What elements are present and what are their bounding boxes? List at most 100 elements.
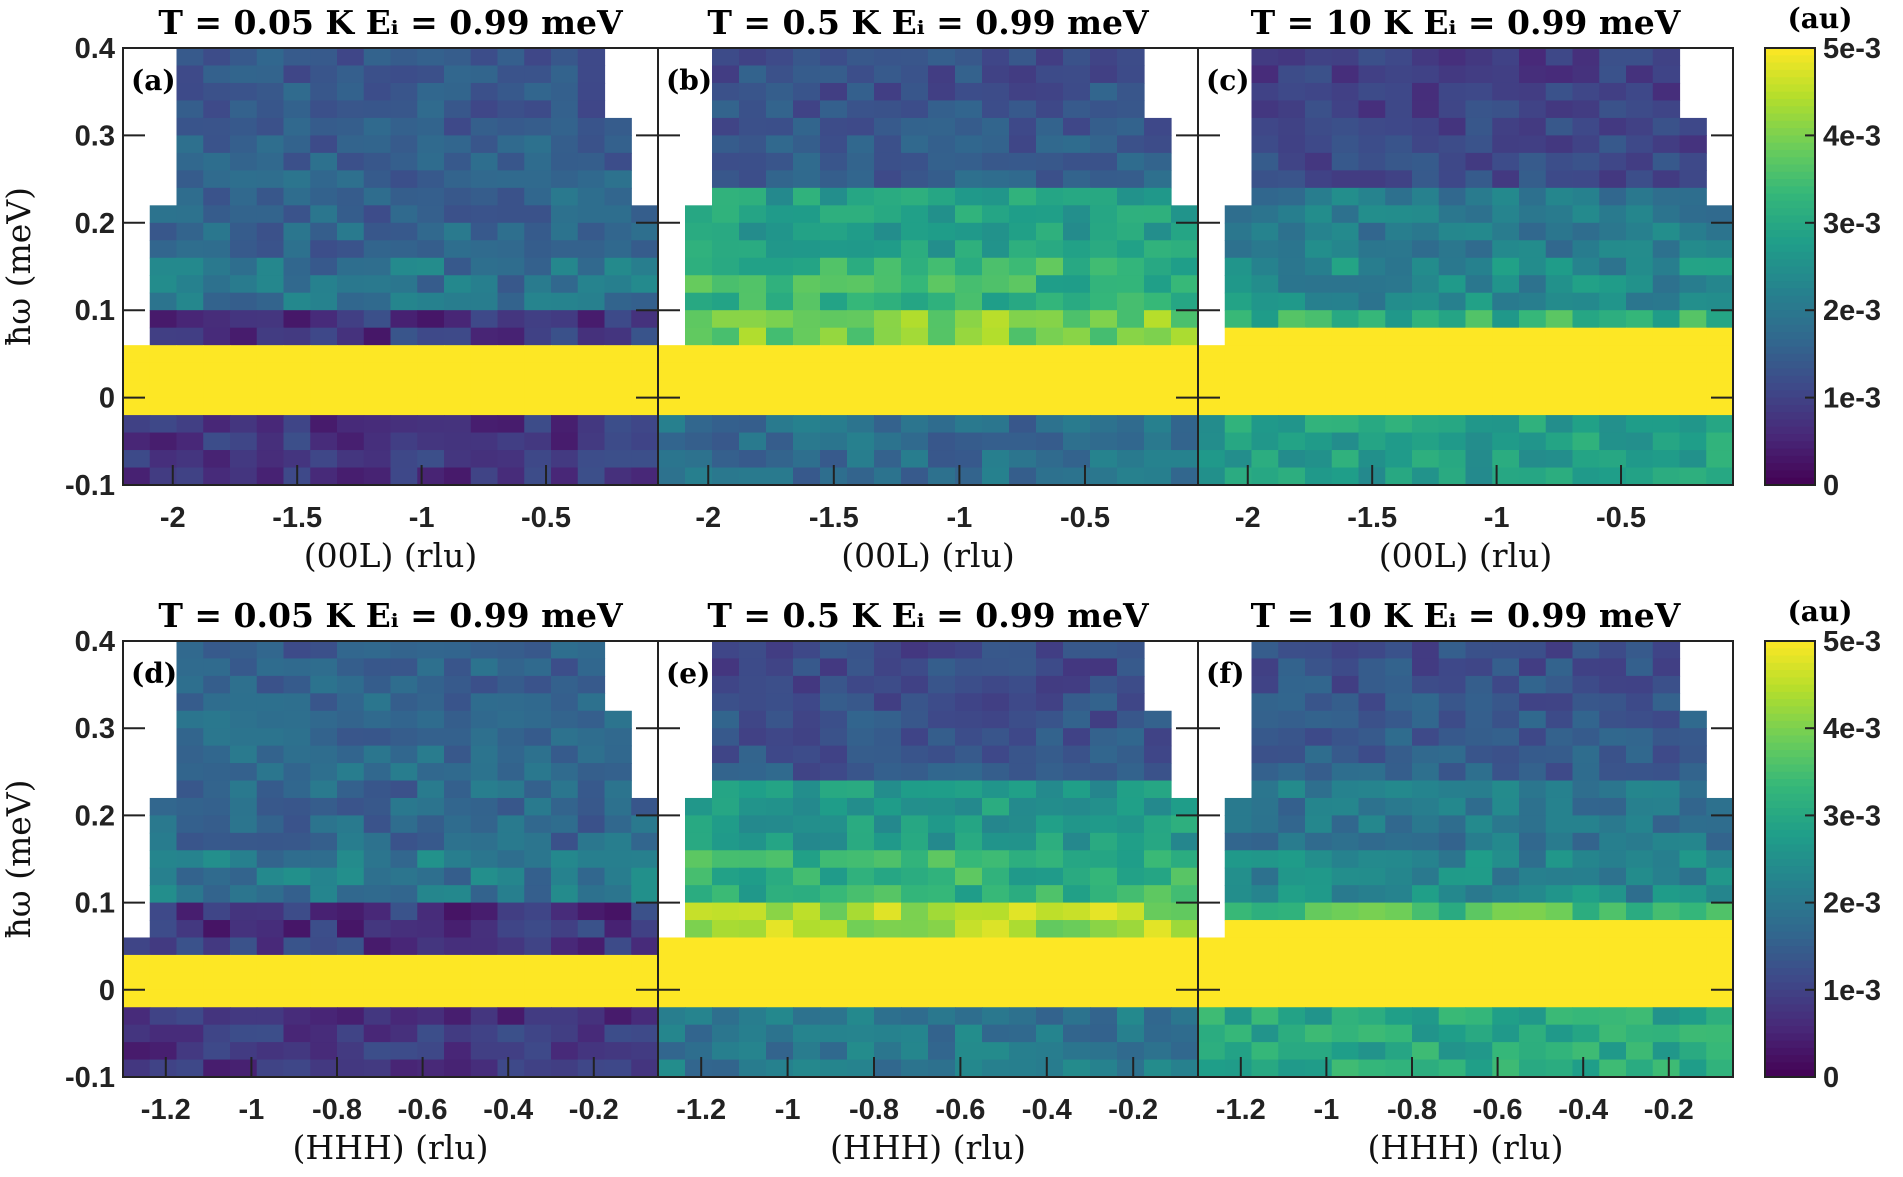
heatmap-cell: [1465, 327, 1493, 346]
heatmap-cell: [1706, 1007, 1734, 1026]
heatmap-cell: [1331, 885, 1360, 904]
heatmap-cell: [1545, 257, 1574, 276]
heatmap-cell: [820, 48, 848, 67]
heatmap-cell: [604, 902, 632, 921]
heatmap-cell: [444, 780, 472, 799]
heatmap-cell: [363, 170, 392, 189]
heatmap-cell: [1679, 1024, 1707, 1043]
heatmap-cell: [712, 135, 740, 154]
heatmap-cell: [1545, 310, 1574, 329]
colorbar-segment: [1765, 390, 1815, 399]
heatmap-cell: [203, 920, 231, 939]
heatmap-cell: [577, 450, 606, 469]
heatmap-cell: [337, 362, 365, 381]
heatmap-cell: [1144, 187, 1172, 206]
heatmap-cell: [1278, 205, 1306, 224]
heatmap-cell: [1626, 832, 1654, 851]
heatmap-cell: [712, 867, 740, 886]
heatmap-cell: [847, 954, 875, 973]
heatmap-cell: [793, 135, 821, 154]
heatmap-cell: [1036, 82, 1064, 102]
colorbar-tick-label: 1e-3: [1823, 975, 1881, 1007]
heatmap-cell: [1465, 82, 1493, 102]
heatmap-cell: [417, 432, 445, 451]
heatmap-cell: [982, 832, 1010, 851]
heatmap-cell: [874, 327, 902, 346]
heatmap-cell: [1251, 815, 1279, 834]
heatmap-cell: [577, 310, 606, 329]
heatmap-cell: [793, 450, 821, 469]
heatmap-cell: [658, 937, 686, 956]
heatmap-cell: [739, 763, 767, 782]
heatmap-cell: [739, 815, 767, 834]
colorbar-segment: [1765, 375, 1815, 384]
heatmap-cell: [766, 240, 794, 259]
heatmap-cell: [820, 257, 848, 276]
heatmap-cell: [1331, 937, 1360, 956]
heatmap-cell: [955, 763, 983, 782]
heatmap-cell: [1251, 415, 1279, 434]
heatmap-cell: [1144, 117, 1172, 136]
heatmap-cell: [390, 1059, 418, 1078]
heatmap-cell: [1492, 815, 1520, 834]
heatmap-cell: [1492, 675, 1520, 694]
heatmap-cell: [524, 763, 552, 782]
heatmap-cell: [149, 1007, 178, 1026]
heatmap-cell: [1679, 292, 1707, 311]
x-tick-label: -0.2: [1644, 1094, 1694, 1126]
heatmap-cell: [1438, 240, 1467, 259]
heatmap-cell: [766, 82, 794, 102]
heatmap-cell: [1063, 641, 1091, 660]
heatmap-cell: [1009, 362, 1037, 381]
heatmap-cell: [685, 989, 713, 1008]
heatmap-cell: [847, 728, 875, 747]
heatmap-cell: [551, 1007, 579, 1026]
heatmap-cell: [1036, 780, 1064, 799]
heatmap-cell: [577, 797, 606, 816]
heatmap-cell: [631, 327, 659, 346]
heatmap-cell: [1331, 641, 1360, 660]
heatmap-cell: [712, 797, 740, 816]
heatmap-cell: [1492, 832, 1520, 851]
heatmap-cell: [1036, 710, 1064, 729]
heatmap-cell: [982, 885, 1010, 904]
heatmap-cell: [1465, 1059, 1493, 1078]
heatmap-cell: [1358, 972, 1386, 991]
heatmap-cell: [1305, 972, 1333, 991]
heatmap-cell: [310, 675, 338, 694]
heatmap-cell: [1545, 972, 1574, 991]
heatmap-cell: [1331, 1024, 1360, 1043]
heatmap-cell: [577, 152, 606, 171]
heatmap-cell: [1331, 257, 1360, 276]
heatmap-cell: [793, 187, 821, 206]
heatmap-cell: [685, 1059, 713, 1078]
heatmap-cell: [577, 327, 606, 346]
heatmap-cell: [928, 205, 956, 224]
heatmap-cell: [847, 222, 875, 241]
heatmap-cell: [820, 170, 848, 189]
heatmap-cell: [1358, 415, 1386, 434]
heatmap-cell: [1251, 292, 1279, 311]
heatmap-cell: [551, 467, 579, 486]
heatmap-cell: [1706, 397, 1734, 416]
heatmap-cell: [417, 989, 445, 1008]
heatmap-cell: [1009, 275, 1037, 294]
heatmap-cell: [1599, 780, 1627, 799]
heatmap-cell: [417, 710, 445, 729]
heatmap-cell: [1465, 432, 1493, 451]
heatmap-cell: [739, 117, 767, 136]
heatmap-cell: [1036, 937, 1064, 956]
heatmap-cell: [1144, 135, 1172, 154]
heatmap-cell: [712, 972, 740, 991]
heatmap-cell: [1036, 380, 1064, 399]
heatmap-cell: [820, 310, 848, 329]
heatmap-cell: [1036, 467, 1064, 486]
heatmap-cell: [1626, 815, 1654, 834]
heatmap-cell: [1626, 117, 1654, 136]
heatmap-cell: [631, 972, 659, 991]
heatmap-cell: [1251, 693, 1279, 712]
heatmap-cell: [1144, 780, 1172, 799]
heatmap-cell: [1331, 152, 1360, 171]
heatmap-cell: [337, 954, 365, 973]
heatmap-cell: [604, 345, 632, 364]
